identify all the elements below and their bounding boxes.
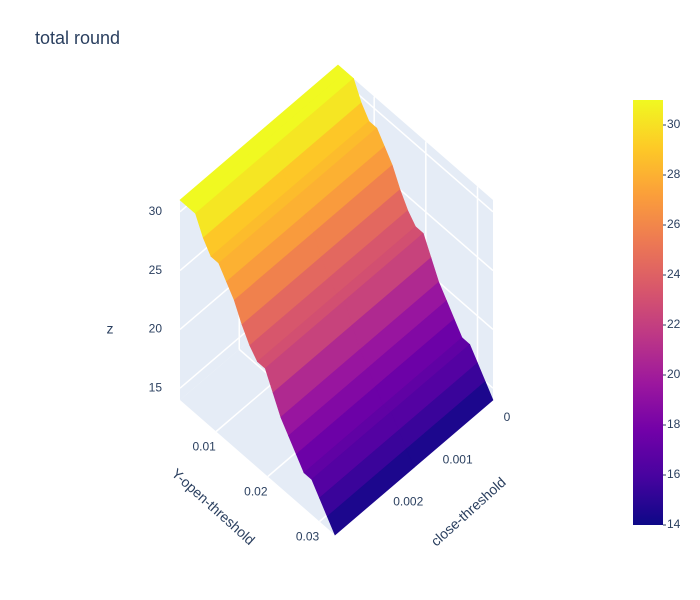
z-tick-label: 30 [149, 204, 163, 218]
y-tick-label: 0.02 [244, 485, 268, 499]
y-axis-title: Y-open-threshold [169, 465, 259, 548]
y-tick-label: 0.03 [296, 530, 320, 544]
x-tick-label: 0.001 [443, 452, 473, 466]
z-tick-label: 25 [149, 263, 163, 277]
colorbar [633, 100, 663, 525]
x-tick-label: 0.002 [393, 495, 423, 509]
grid-line [337, 76, 494, 213]
colorbar-tick-label: 16 [667, 467, 681, 481]
colorbar-tick-label: 22 [667, 317, 681, 331]
surface-patch [326, 448, 415, 536]
x-axis-title: close-threshold [428, 474, 509, 549]
colorbar-tick-label: 24 [667, 267, 681, 281]
colorbar-tick-label: 26 [667, 217, 681, 231]
colorbar-tick-label: 20 [667, 367, 681, 381]
z-tick-label: 15 [149, 380, 163, 394]
colorbar-tick-label: 18 [667, 417, 681, 431]
z-tick-label: 20 [149, 322, 163, 336]
z-axis-title: z [107, 321, 114, 337]
colorbar-tick-label: 28 [667, 167, 681, 181]
chart-title: total round [35, 28, 120, 48]
colorbar-tick-label: 30 [667, 117, 681, 131]
x-tick-label: 0 [504, 410, 511, 424]
y-tick-label: 0.01 [192, 440, 216, 454]
colorbar-tick-label: 14 [667, 517, 681, 531]
